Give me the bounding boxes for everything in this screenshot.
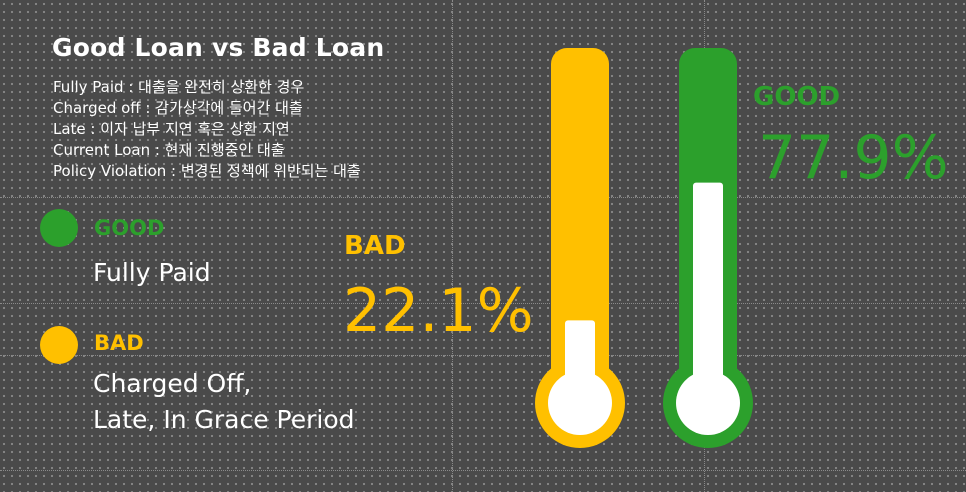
definition-item: Late : 이자 납부 지연 혹은 상환 지연 [53, 120, 290, 138]
grid-line [0, 470, 966, 471]
bad-thermometer-inner-bulb [548, 371, 612, 435]
bad-thermometer-tube [551, 48, 609, 403]
good-series-name: GOOD [753, 82, 841, 112]
definition-item: Fully Paid : 대출을 완전히 상환한 경우 [53, 78, 305, 96]
good-legend-dot [40, 209, 78, 247]
bad-legend-label: BAD [94, 331, 144, 355]
good-thermometer-level [693, 182, 723, 395]
bad-legend-description: Charged Off, Late, In Grace Period [93, 366, 355, 438]
good-percentage: 77.9% [758, 123, 949, 193]
definition-list: Fully Paid : 대출을 완전히 상환한 경우 Charged off … [53, 77, 361, 182]
bad-series-name: BAD [344, 231, 406, 261]
grid-line [0, 197, 966, 198]
good-legend-description: Fully Paid [93, 258, 211, 287]
bad-legend-line: Charged Off, [93, 369, 252, 398]
definition-item: Charged off : 감가상각에 들어간 대출 [53, 99, 303, 117]
bad-legend-dot [40, 326, 78, 364]
bad-percentage: 22.1% [343, 276, 534, 346]
definition-item: Policy Violation : 변경된 정책에 위반되는 대출 [53, 162, 361, 180]
bad-legend-line: Late, In Grace Period [93, 405, 355, 434]
good-legend-label: GOOD [94, 216, 165, 240]
grid-line [0, 355, 966, 356]
page-title: Good Loan vs Bad Loan [52, 33, 385, 62]
good-thermometer-inner-bulb [676, 371, 740, 435]
definition-item: Current Loan : 현재 진행중인 대출 [53, 141, 285, 159]
grid-line [0, 303, 966, 304]
grid-line [452, 0, 453, 492]
